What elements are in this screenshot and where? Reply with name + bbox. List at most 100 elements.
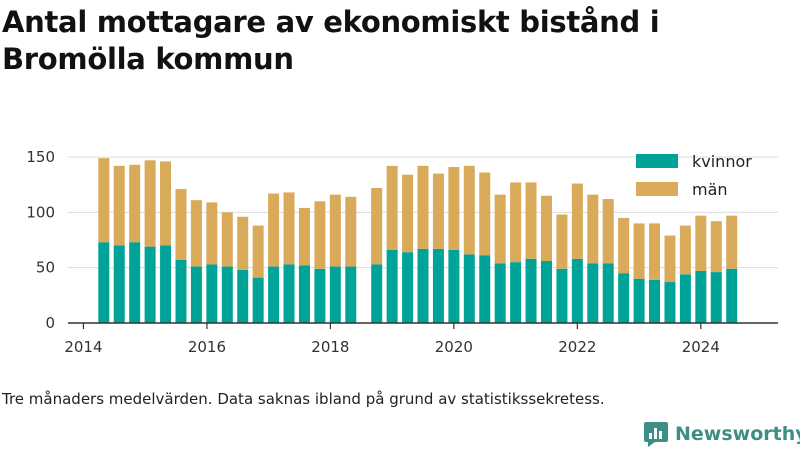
bar-kvinnor: [345, 266, 357, 323]
bar-kvinnor: [633, 278, 645, 323]
bar-män: [221, 212, 233, 267]
bar-kvinnor: [113, 245, 125, 323]
bar-män: [329, 194, 341, 267]
x-tick-label: 2022: [558, 338, 596, 356]
bar-kvinnor: [494, 263, 506, 323]
bar-män: [417, 165, 429, 249]
brand-name: Newsworthy: [675, 423, 800, 445]
bar-kvinnor: [479, 255, 491, 323]
bar-män: [448, 166, 460, 250]
bar-män: [237, 216, 249, 270]
bar-män: [649, 223, 661, 280]
bar-kvinnor: [587, 263, 599, 323]
bar-kvinnor: [463, 254, 475, 323]
bar-män: [298, 207, 310, 266]
bar-män: [494, 194, 506, 264]
bar-kvinnor: [329, 266, 341, 323]
bar-män: [432, 173, 444, 249]
bar-kvinnor: [510, 262, 522, 323]
bar-kvinnor: [448, 249, 460, 323]
bar-kvinnor: [710, 272, 722, 323]
bar-män: [371, 187, 383, 265]
bar-män: [479, 172, 491, 256]
bar-män: [695, 215, 707, 271]
y-tick-label: 0: [45, 314, 55, 332]
bar-män: [190, 200, 202, 267]
bar-kvinnor: [386, 249, 398, 323]
bar-män: [679, 225, 691, 275]
x-tick-label: 2020: [435, 338, 473, 356]
bar-kvinnor: [540, 261, 552, 323]
bar-kvinnor: [402, 252, 414, 323]
bar-män: [525, 182, 537, 259]
axes: 0 50 100 150 2014 2016 2018 2020 2022 2024: [26, 148, 778, 356]
bar-kvinnor: [175, 259, 187, 323]
bar-män: [726, 215, 738, 269]
x-tick-label: 2018: [311, 338, 349, 356]
bar-kvinnor: [144, 246, 156, 323]
bar-män: [710, 221, 722, 273]
bar-män: [571, 183, 583, 259]
bar-män: [587, 194, 599, 264]
bar-män: [556, 214, 568, 269]
x-tick-label: 2016: [188, 338, 226, 356]
bar-kvinnor: [679, 274, 691, 323]
bar-kvinnor: [371, 264, 383, 323]
bar-kvinnor: [695, 270, 707, 323]
bars: [98, 158, 738, 323]
bar-män: [268, 193, 280, 267]
bar-män: [314, 201, 326, 269]
bar-kvinnor: [252, 277, 264, 323]
bar-kvinnor: [268, 266, 280, 323]
bar-kvinnor: [283, 264, 295, 323]
legend-label-kvinnor: kvinnor: [692, 152, 752, 171]
bar-män: [463, 165, 475, 255]
bar-män: [540, 195, 552, 262]
bar-män: [510, 182, 522, 263]
bar-kvinnor: [206, 264, 218, 323]
x-tick-label: 2014: [64, 338, 102, 356]
bar-män: [129, 164, 141, 243]
chart-title: Antal mottagare av ekonomiskt bistånd i …: [2, 5, 660, 76]
bar-kvinnor: [129, 242, 141, 323]
chart-note: Tre månaders medelvärden. Data saknas ib…: [2, 390, 605, 408]
bar-kvinnor: [571, 258, 583, 323]
bar-kvinnor: [649, 279, 661, 323]
bar-kvinnor: [160, 245, 172, 323]
bar-män: [98, 158, 110, 243]
bar-kvinnor: [602, 263, 614, 323]
bar-män: [633, 223, 645, 279]
bar-kvinnor: [726, 268, 738, 323]
newsworthy-icon: [644, 422, 668, 447]
bar-kvinnor: [237, 269, 249, 323]
legend-swatch-kvinnor: [636, 154, 678, 168]
bar-kvinnor: [618, 273, 630, 323]
bar-män: [664, 235, 676, 283]
bar-män: [113, 165, 125, 246]
bar-kvinnor: [98, 242, 110, 323]
bar-män: [602, 199, 614, 264]
y-tick-label: 150: [26, 148, 55, 166]
bar-män: [206, 202, 218, 265]
bar-kvinnor: [298, 265, 310, 323]
bar-män: [345, 196, 357, 267]
bar-kvinnor: [664, 282, 676, 323]
bar-män: [175, 189, 187, 260]
legend-swatch-män: [636, 182, 678, 196]
bar-kvinnor: [314, 268, 326, 323]
bar-kvinnor: [556, 268, 568, 323]
bar-kvinnor: [190, 266, 202, 323]
legend: kvinnor män: [636, 152, 752, 199]
bar-kvinnor: [417, 248, 429, 323]
bar-kvinnor: [221, 266, 233, 323]
bar-män: [252, 225, 264, 278]
x-tick-label: 2024: [682, 338, 720, 356]
legend-label-män: män: [692, 180, 728, 199]
bar-män: [402, 174, 414, 253]
bar-män: [144, 160, 156, 247]
bar-män: [386, 165, 398, 250]
y-tick-label: 50: [36, 259, 55, 277]
bar-kvinnor: [432, 248, 444, 323]
bar-män: [160, 161, 172, 246]
